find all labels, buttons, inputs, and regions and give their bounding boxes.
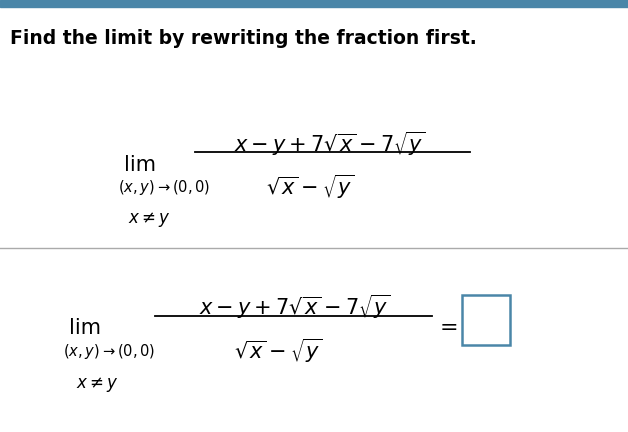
Text: $x\neq y$: $x\neq y$ <box>128 210 171 229</box>
Text: $x-y+7\sqrt{x}-7\sqrt{y}$: $x-y+7\sqrt{x}-7\sqrt{y}$ <box>199 293 391 321</box>
Text: $(x,y)\rightarrow(0,0)$: $(x,y)\rightarrow(0,0)$ <box>63 342 155 361</box>
Text: $\sqrt{x}-\sqrt{y}$: $\sqrt{x}-\sqrt{y}$ <box>266 173 354 201</box>
Text: $(x,y)\rightarrow(0,0)$: $(x,y)\rightarrow(0,0)$ <box>118 178 210 197</box>
Text: $x-y+7\sqrt{x}-7\sqrt{y}$: $x-y+7\sqrt{x}-7\sqrt{y}$ <box>234 130 426 159</box>
Text: lim: lim <box>69 318 101 338</box>
Text: $x\neq y$: $x\neq y$ <box>76 375 119 394</box>
Text: Find the limit by rewriting the fraction first.: Find the limit by rewriting the fraction… <box>10 29 477 48</box>
Text: $\sqrt{x}-\sqrt{y}$: $\sqrt{x}-\sqrt{y}$ <box>234 337 322 365</box>
Text: =: = <box>440 318 458 338</box>
Text: lim: lim <box>124 155 156 175</box>
Bar <box>462 295 510 345</box>
Bar <box>0 0 628 7</box>
